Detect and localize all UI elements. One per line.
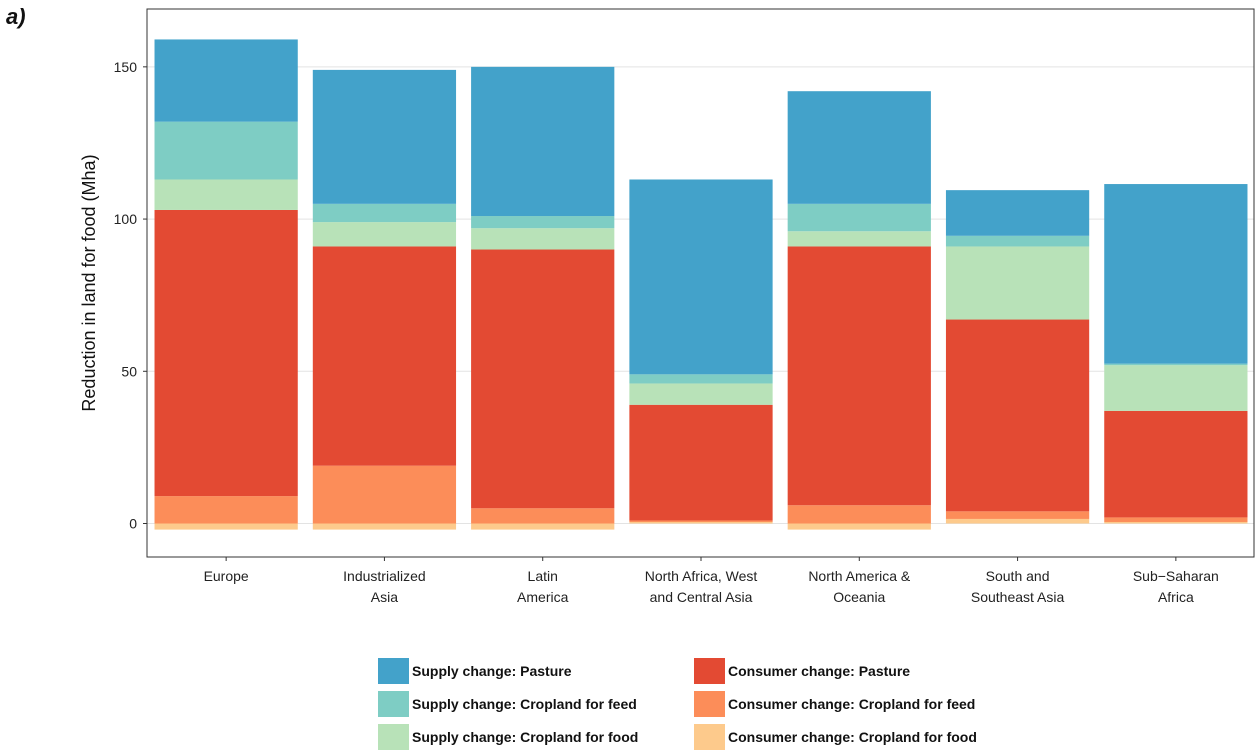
bar-segment (154, 179, 298, 210)
bar-segment (471, 249, 615, 509)
legend-swatch-supply-cropland-feed (378, 691, 409, 717)
bar-segment (312, 523, 457, 530)
y-tick-label: 50 (121, 363, 137, 379)
bar-segment (945, 319, 1090, 512)
bar-segment (312, 222, 457, 247)
bar-segment (471, 216, 615, 229)
bar-segment (787, 231, 931, 247)
bar-segment (629, 179, 773, 375)
bar-segment (945, 190, 1090, 236)
bar-segment (787, 523, 931, 530)
legend-item: Consumer change: Pasture (694, 658, 910, 684)
x-tick-label: Latin (528, 568, 558, 584)
bar-segment (629, 520, 773, 522)
legend-label: Consumer change: Pasture (728, 663, 911, 679)
legend-swatch-consumer-cropland-feed (694, 691, 725, 717)
bar-segment (1104, 365, 1248, 411)
bar-segment (945, 511, 1090, 519)
bar-segment (154, 496, 298, 524)
bar-segment (312, 203, 457, 223)
bar-segment (945, 518, 1090, 524)
bar-segment (945, 235, 1090, 247)
legend-label: Supply change: Cropland for feed (412, 696, 637, 712)
y-tick-label: 100 (114, 211, 138, 227)
bar-segment (312, 246, 457, 466)
x-tick-label: and Central Asia (650, 589, 753, 605)
legend-item: Consumer change: Cropland for feed (694, 691, 975, 717)
x-tick-label: Europe (204, 568, 249, 584)
legend-swatch-supply-pasture (378, 658, 409, 684)
y-tick-label: 150 (114, 59, 138, 75)
bar-segment (471, 523, 615, 530)
bar-segment (787, 505, 931, 524)
bar-segment (471, 508, 615, 524)
x-tick-label: Asia (371, 589, 398, 605)
legend-swatch-consumer-cropland-food (694, 724, 725, 750)
bar-segment (154, 121, 298, 180)
bar-segment (629, 383, 773, 405)
legend-item: Supply change: Pasture (378, 658, 571, 684)
bar-segment (471, 66, 615, 217)
bar-segment (154, 209, 298, 497)
x-tick-label: North Africa, West (645, 568, 758, 584)
legend-label: Supply change: Cropland for food (412, 729, 639, 745)
x-tick-label: North America & (808, 568, 911, 584)
bar-segment (1104, 410, 1248, 518)
bar-segment (787, 203, 931, 232)
bar-segment (787, 91, 931, 204)
bar-segment (945, 246, 1090, 320)
bar-segment (787, 246, 931, 506)
panel-label: a) (6, 4, 26, 29)
legend-swatch-supply-cropland-food (378, 724, 409, 750)
bar-segment (629, 521, 773, 524)
bar-segment (1104, 521, 1248, 524)
x-tick-label: Industrialized (343, 568, 426, 584)
x-tick-label: Oceania (833, 589, 885, 605)
bar-segment (1104, 363, 1248, 366)
bar-segment (629, 404, 773, 521)
x-tick-label: Africa (1158, 589, 1194, 605)
bar-segment (154, 523, 298, 530)
bar-segment (1104, 184, 1248, 364)
legend-label: Consumer change: Cropland for feed (728, 696, 976, 712)
x-tick-label: Southeast Asia (971, 589, 1065, 605)
plot-frame (146, 8, 1255, 558)
bar-segment (154, 39, 298, 122)
x-tick-label: Sub−Saharan (1133, 568, 1219, 584)
bar-segment (629, 374, 773, 384)
stacked-bar-chart: Europe Industrialized Asia Latin America Nort… (79, 8, 1255, 605)
legend-item: Consumer change: Cropland for food (694, 724, 977, 750)
legend-item: Supply change: Cropland for feed (378, 691, 637, 717)
y-axis-label: Reduction in land for food (Mha) (79, 154, 99, 411)
y-tick-label: 0 (129, 516, 137, 532)
legend-item: Supply change: Cropland for food (378, 724, 638, 750)
legend-swatch-consumer-pasture (694, 658, 725, 684)
chart-legend: Supply change: Pasture Supply change: Cr… (378, 658, 1078, 750)
x-tick-label: America (517, 589, 569, 605)
bar-segment (312, 465, 457, 524)
x-tick-label: South and (986, 568, 1050, 584)
bar-segment (1104, 517, 1248, 522)
bar-segment (312, 69, 457, 204)
legend-label: Consumer change: Cropland for food (728, 729, 977, 745)
bar-segment (471, 228, 615, 250)
legend-label: Supply change: Pasture (412, 663, 572, 679)
